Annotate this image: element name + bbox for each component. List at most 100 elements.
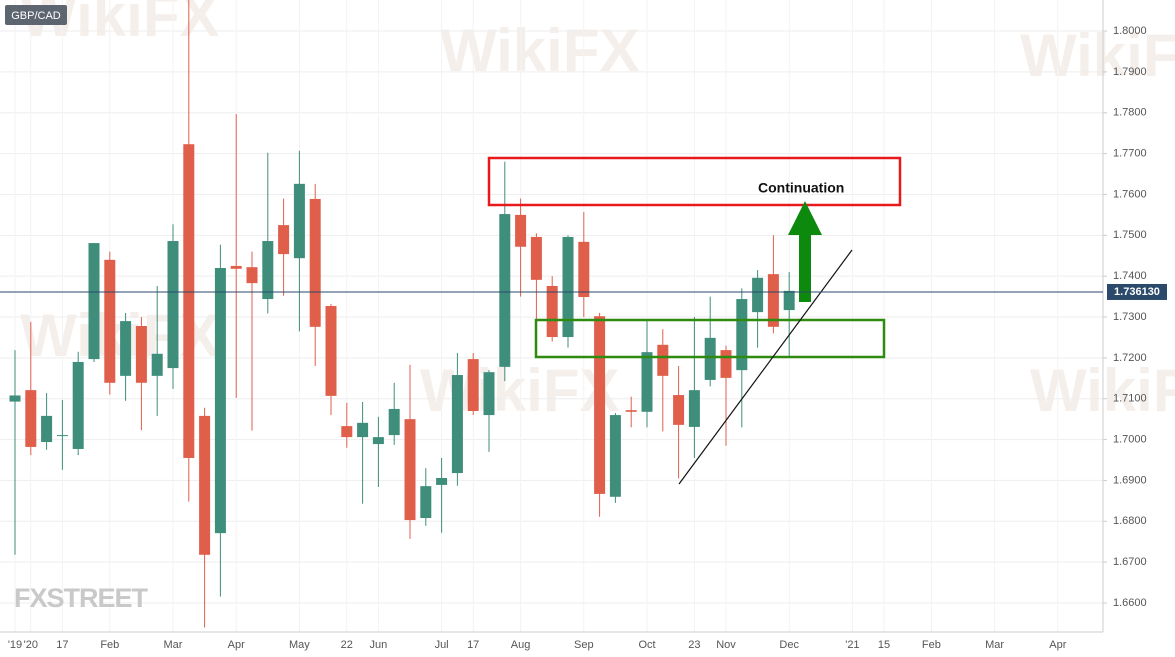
candle-body xyxy=(657,344,669,376)
candle-body xyxy=(451,375,463,474)
last-price-label: 1.736130 xyxy=(1114,286,1160,298)
y-tick-label: 1.7100 xyxy=(1113,393,1147,405)
candle-body xyxy=(530,236,542,280)
candle-body xyxy=(594,316,606,494)
x-tick-label: '19 xyxy=(8,639,22,651)
y-tick-label: 1.7800 xyxy=(1113,107,1147,119)
x-tick-label: Aug xyxy=(511,639,531,651)
candle-body xyxy=(246,267,258,284)
x-tick-label: 17 xyxy=(56,639,68,651)
symbol-badge xyxy=(5,5,67,25)
candle-body xyxy=(578,241,590,298)
candle-body xyxy=(420,486,432,519)
candle-body xyxy=(230,265,242,269)
last-price-badge xyxy=(1107,283,1167,300)
candle-body xyxy=(704,337,716,380)
trend-line xyxy=(678,249,853,485)
y-tick-label: 1.8000 xyxy=(1113,25,1147,37)
candle-body xyxy=(436,477,448,485)
logo: FXSTREET xyxy=(14,583,149,613)
candle-body xyxy=(151,353,163,376)
candle-body xyxy=(357,422,369,438)
support-zone xyxy=(534,318,886,359)
candle-body xyxy=(688,390,700,427)
x-tick-label: Jul xyxy=(435,639,449,651)
arrow-head xyxy=(788,201,822,235)
watermark: WikiFX xyxy=(420,357,619,424)
candle-body xyxy=(88,243,100,360)
candle-body xyxy=(120,321,132,376)
x-tick-label: Oct xyxy=(638,639,655,651)
x-tick-label: 17 xyxy=(467,639,479,651)
candle-body xyxy=(293,183,305,259)
y-tick-label: 1.7300 xyxy=(1113,311,1147,323)
grid xyxy=(0,0,1103,632)
candle-body xyxy=(483,372,495,416)
candle-body xyxy=(325,305,337,396)
axes: 1.6600 1.6700 1.6800 1.6900 1.7000 1.7100 1.72… xyxy=(8,25,1147,651)
watermark: WikiFX xyxy=(440,17,639,84)
candle-body xyxy=(25,390,37,447)
x-tick-label: Nov xyxy=(716,639,736,651)
candle-body xyxy=(309,198,321,327)
candle-body xyxy=(562,236,574,338)
candle-body xyxy=(341,426,353,438)
resistance-zone xyxy=(487,156,902,207)
candle-body xyxy=(199,415,211,555)
y-tick-label: 1.7400 xyxy=(1113,270,1147,282)
y-tick-label: 1.7000 xyxy=(1113,433,1147,445)
x-tick-label: Feb xyxy=(100,639,119,651)
y-tick-label: 1.7500 xyxy=(1113,229,1147,241)
candle-body xyxy=(214,267,226,534)
candle-body xyxy=(41,415,53,443)
annotation: Continuation xyxy=(758,180,844,196)
candle-body xyxy=(372,437,384,445)
candle-body xyxy=(546,285,558,338)
x-tick-label: Sep xyxy=(574,639,594,651)
y-tick-label: 1.6900 xyxy=(1113,474,1147,486)
y-tick-label: 1.7200 xyxy=(1113,352,1147,364)
x-tick-label: May xyxy=(289,639,310,651)
arrow-shaft xyxy=(799,234,811,302)
candle-body xyxy=(720,350,732,378)
candle-body xyxy=(736,299,748,371)
x-tick-label: 23 xyxy=(688,639,700,651)
candle-body xyxy=(262,241,274,300)
x-tick-label: Feb xyxy=(922,639,941,651)
candle-body xyxy=(104,259,116,383)
x-tick-label: Mar xyxy=(164,639,183,651)
x-tick-label: Jun xyxy=(370,639,388,651)
candle-body xyxy=(767,274,779,327)
y-tick-label: 1.7600 xyxy=(1113,188,1147,200)
candle-body xyxy=(515,214,527,247)
candle-body xyxy=(499,214,511,367)
x-tick-label: 15 xyxy=(878,639,890,651)
x-tick-label: Apr xyxy=(228,639,245,651)
x-tick-label: Mar xyxy=(985,639,1004,651)
y-tick-label: 1.6700 xyxy=(1113,556,1147,568)
candle-body xyxy=(9,395,21,402)
candle-body xyxy=(388,408,400,436)
y-tick-label: 1.6600 xyxy=(1113,597,1147,609)
x-tick-label: 22 xyxy=(341,639,353,651)
watermark: WikiFX xyxy=(1020,22,1175,89)
candle-body xyxy=(752,277,764,313)
candle-body xyxy=(783,290,795,311)
candle-body xyxy=(625,410,637,412)
x-tick-label: '20 xyxy=(24,639,38,651)
candle-body xyxy=(609,415,621,497)
y-tick-label: 1.7900 xyxy=(1113,66,1147,78)
x-tick-label: '21 xyxy=(845,639,859,651)
candle-body xyxy=(467,359,479,411)
candle-body xyxy=(278,225,290,255)
candle-body xyxy=(183,144,195,458)
x-tick-label: Dec xyxy=(779,639,799,651)
candle-body xyxy=(641,352,653,412)
candle-body xyxy=(673,395,685,425)
x-tick-label: Apr xyxy=(1049,639,1066,651)
candle-body xyxy=(56,435,68,437)
y-tick-label: 1.7700 xyxy=(1113,148,1147,160)
chart-title: GBP/CAD xyxy=(11,10,61,22)
candle-body xyxy=(167,241,179,369)
